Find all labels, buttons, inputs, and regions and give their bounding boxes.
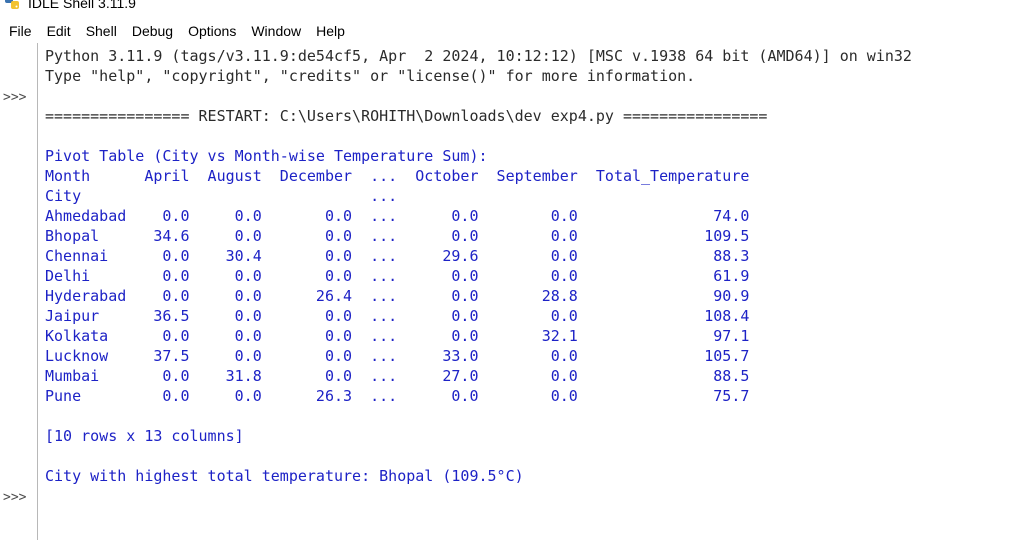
menu-options[interactable]: Options	[188, 23, 237, 39]
banner-line: Python 3.11.9 (tags/v3.11.9:de54cf5, Apr…	[45, 47, 912, 65]
python-icon	[5, 0, 19, 9]
shell-prompt: >>>	[3, 90, 27, 105]
shell-prompt: >>>	[3, 490, 27, 505]
table-row: Jaipur 36.5 0.0 0.0 ... 0.0 0.0 108.4	[45, 307, 750, 325]
prompt-gutter: >>> >>>	[0, 43, 38, 540]
menu-bar: File Edit Shell Debug Options Window Hel…	[0, 20, 1025, 42]
table-row: Mumbai 0.0 31.8 0.0 ... 27.0 0.0 88.5	[45, 367, 750, 385]
menu-shell[interactable]: Shell	[85, 23, 117, 39]
window-title: IDLE Shell 3.11.9	[28, 0, 136, 11]
menu-debug[interactable]: Debug	[131, 23, 174, 39]
title-bar: IDLE Shell 3.11.9	[0, 0, 1025, 14]
table-row: Delhi 0.0 0.0 0.0 ... 0.0 0.0 61.9	[45, 267, 750, 285]
menu-window[interactable]: Window	[251, 23, 302, 39]
table-row: Chennai 0.0 30.4 0.0 ... 29.6 0.0 88.3	[45, 247, 750, 265]
table-shape-line: [10 rows x 13 columns]	[45, 427, 244, 445]
shell-text-area[interactable]: Python 3.11.9 (tags/v3.11.9:de54cf5, Apr…	[39, 43, 1025, 540]
restart-line: ================ RESTART: C:\Users\ROHIT…	[45, 107, 768, 125]
table-row: Lucknow 37.5 0.0 0.0 ... 33.0 0.0 105.7	[45, 347, 750, 365]
table-row: Hyderabad 0.0 0.0 26.4 ... 0.0 28.8 90.9	[45, 287, 750, 305]
table-row: Kolkata 0.0 0.0 0.0 ... 0.0 32.1 97.1	[45, 327, 750, 345]
banner-line: Type "help", "copyright", "credits" or "…	[45, 67, 696, 85]
table-row: Ahmedabad 0.0 0.0 0.0 ... 0.0 0.0 74.0	[45, 207, 750, 225]
menu-help[interactable]: Help	[316, 23, 345, 39]
result-line: City with highest total temperature: Bho…	[45, 467, 524, 485]
table-row: Pune 0.0 0.0 26.3 ... 0.0 0.0 75.7	[45, 387, 750, 405]
table-header: Month April August December ... October …	[45, 167, 750, 185]
menu-edit[interactable]: Edit	[46, 23, 71, 39]
menu-file[interactable]: File	[9, 23, 32, 39]
table-row: Bhopal 34.6 0.0 0.0 ... 0.0 0.0 109.5	[45, 227, 750, 245]
table-index-header: City ...	[45, 187, 398, 205]
output-line: Pivot Table (City vs Month-wise Temperat…	[45, 147, 488, 165]
